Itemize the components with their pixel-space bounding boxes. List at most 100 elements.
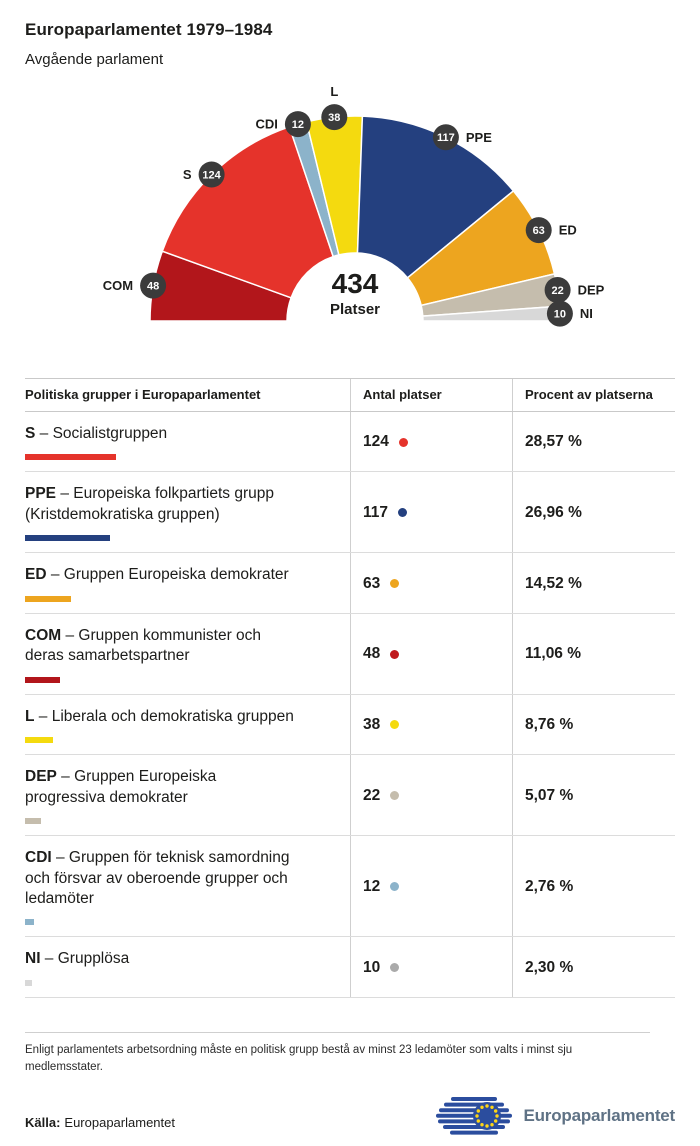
group-name-cell: L – Liberala och demokratiska gruppen — [25, 695, 350, 754]
total-seats: 434 — [332, 268, 379, 299]
table-row: PPE – Europeiska folkpartiets grupp (Kri… — [25, 472, 675, 554]
group-abbr: PPE — [25, 485, 57, 503]
table-body: S – Socialistgruppen 124 28,57 % PPE – Euro… — [25, 412, 675, 998]
group-name-cell: CDI – Gruppen för teknisk samordning och… — [25, 836, 350, 936]
group-color-bar — [25, 454, 116, 461]
group-name: S – Socialistgruppen — [25, 425, 168, 442]
table-row: CDI – Gruppen för teknisk samordning och… — [25, 836, 675, 938]
group-name: ED – Gruppen Europeiska demokrater — [25, 566, 289, 584]
group-abbr: COM — [25, 626, 62, 644]
footnote: Enligt parlamentets arbetsordning måste … — [25, 1031, 650, 1077]
group-percent-cell: 26,96 % — [512, 472, 675, 553]
group-color-dot — [390, 963, 400, 973]
group-abbr: S — [25, 425, 36, 442]
seat-badge-NI — [546, 300, 573, 327]
group-percent-cell: 2,76 % — [512, 836, 675, 937]
group-seats-cell: 12 — [350, 836, 512, 937]
groups-table: Politiska grupper i Europaparlamentet An… — [25, 378, 675, 998]
group-label-COM: COM — [103, 278, 133, 293]
group-seats-cell: 117 — [350, 472, 512, 553]
group-name: CDI – Gruppen för teknisk samordning och… — [25, 849, 290, 907]
header-percent: Procent av platserna — [512, 379, 675, 411]
seat-badge-count-ED: 63 — [533, 225, 545, 237]
page-subtitle: Avgående parlament — [25, 51, 164, 68]
group-color-bar — [25, 535, 110, 542]
group-seat-count: 10 — [363, 958, 381, 976]
group-percent-cell: 28,57 % — [512, 412, 675, 472]
hemicycle-segment-S — [161, 125, 335, 299]
group-seat-count: 124 — [363, 433, 389, 451]
group-abbr: L — [25, 707, 35, 725]
group-color-dot — [390, 882, 400, 892]
group-name-cell: COM – Gruppen kommunister och deras sama… — [25, 614, 350, 694]
group-seats-cell: 10 — [350, 937, 512, 997]
group-name-cell: DEP – Gruppen Europeiska progressiva dem… — [25, 755, 350, 835]
seat-badge-count-PPE: 117 — [437, 132, 455, 144]
group-percent-cell: 14,52 % — [512, 553, 675, 613]
page-title: Europaparlamentet 1979–1984 — [25, 20, 273, 39]
group-color-bar — [25, 818, 41, 825]
group-percent: 2,76 % — [525, 877, 574, 895]
group-name-cell: NI – Grupplösa — [25, 937, 350, 996]
group-color-dot — [390, 720, 400, 730]
group-label-S: S — [183, 167, 192, 182]
seat-badge-COM — [140, 272, 167, 299]
group-name: COM – Gruppen kommunister och deras sama… — [25, 626, 262, 665]
group-label-DEP: DEP — [578, 283, 605, 298]
table-row: S – Socialistgruppen 124 28,57 % — [25, 412, 675, 473]
stars-circle — [475, 1104, 500, 1129]
header: Europaparlamentet 1979–1984 Avgående par… — [0, 20, 700, 68]
group-abbr: DEP — [25, 768, 57, 786]
group-name-cell: ED – Gruppen Europeiska demokrater — [25, 553, 350, 612]
group-abbr: ED — [25, 566, 47, 584]
group-seats-cell: 48 — [350, 613, 512, 694]
group-percent: 5,07 % — [525, 786, 574, 804]
seat-badge-count-NI: 10 — [554, 308, 566, 320]
seat-badge-count-L: 38 — [328, 112, 340, 124]
group-name-cell: S – Socialistgruppen — [25, 412, 350, 471]
header-groups: Politiska grupper i Europaparlamentet — [25, 387, 261, 402]
seat-badge-ED — [525, 217, 552, 244]
group-percent: 14,52 % — [525, 574, 582, 592]
group-color-dot — [398, 508, 408, 518]
group-abbr: NI — [25, 950, 41, 968]
group-label-L: L — [330, 84, 338, 99]
group-color-bar — [25, 979, 32, 986]
group-name: L – Liberala och demokratiska gruppen — [25, 707, 294, 725]
group-seats-cell: 38 — [350, 694, 512, 755]
footer: Källa: Europaparlamentet — [25, 1096, 675, 1146]
group-seat-count: 117 — [363, 503, 389, 521]
group-seats-cell: 22 — [350, 755, 512, 836]
group-color-bar — [25, 595, 71, 602]
seat-badge-L — [321, 104, 348, 131]
ep-logo-icon — [436, 1097, 513, 1135]
group-name: DEP – Gruppen Europeiska progressiva dem… — [25, 768, 217, 806]
group-seat-count: 48 — [363, 645, 381, 663]
group-percent: 26,96 % — [525, 503, 582, 521]
group-seats-cell: 124 — [350, 412, 512, 472]
group-percent-cell: 5,07 % — [512, 755, 675, 836]
group-color-bar — [25, 919, 34, 926]
group-color-dot — [390, 649, 400, 659]
seat-badge-count-S: 124 — [202, 169, 221, 181]
group-percent: 2,30 % — [525, 958, 574, 976]
group-name: PPE – Europeiska folkpartiets grupp (Kri… — [25, 485, 274, 523]
ep-logo-wordmark: Europaparlamentet — [523, 1106, 675, 1126]
group-color-dot — [390, 579, 400, 589]
group-seat-count: 38 — [363, 715, 381, 733]
table-header-row: Politiska grupper i Europaparlamentet An… — [25, 378, 675, 412]
group-seat-count: 63 — [363, 574, 381, 592]
ep-logo: Europaparlamentet — [435, 1096, 675, 1136]
group-name-cell: PPE – Europeiska folkpartiets grupp (Kri… — [25, 472, 350, 552]
source: Källa: Europaparlamentet — [25, 1115, 175, 1136]
group-percent-cell: 8,76 % — [512, 694, 675, 755]
group-color-dot — [398, 437, 408, 447]
group-name: NI – Grupplösa — [25, 950, 130, 968]
source-value: Europaparlamentet — [64, 1115, 175, 1131]
group-color-bar — [25, 676, 60, 683]
seat-badge-S — [198, 161, 225, 188]
table-row: NI – Grupplösa 10 2,30 % — [25, 937, 675, 998]
group-label-PPE: PPE — [466, 130, 492, 145]
seat-badge-PPE — [432, 124, 459, 151]
group-seat-count: 12 — [363, 877, 381, 895]
